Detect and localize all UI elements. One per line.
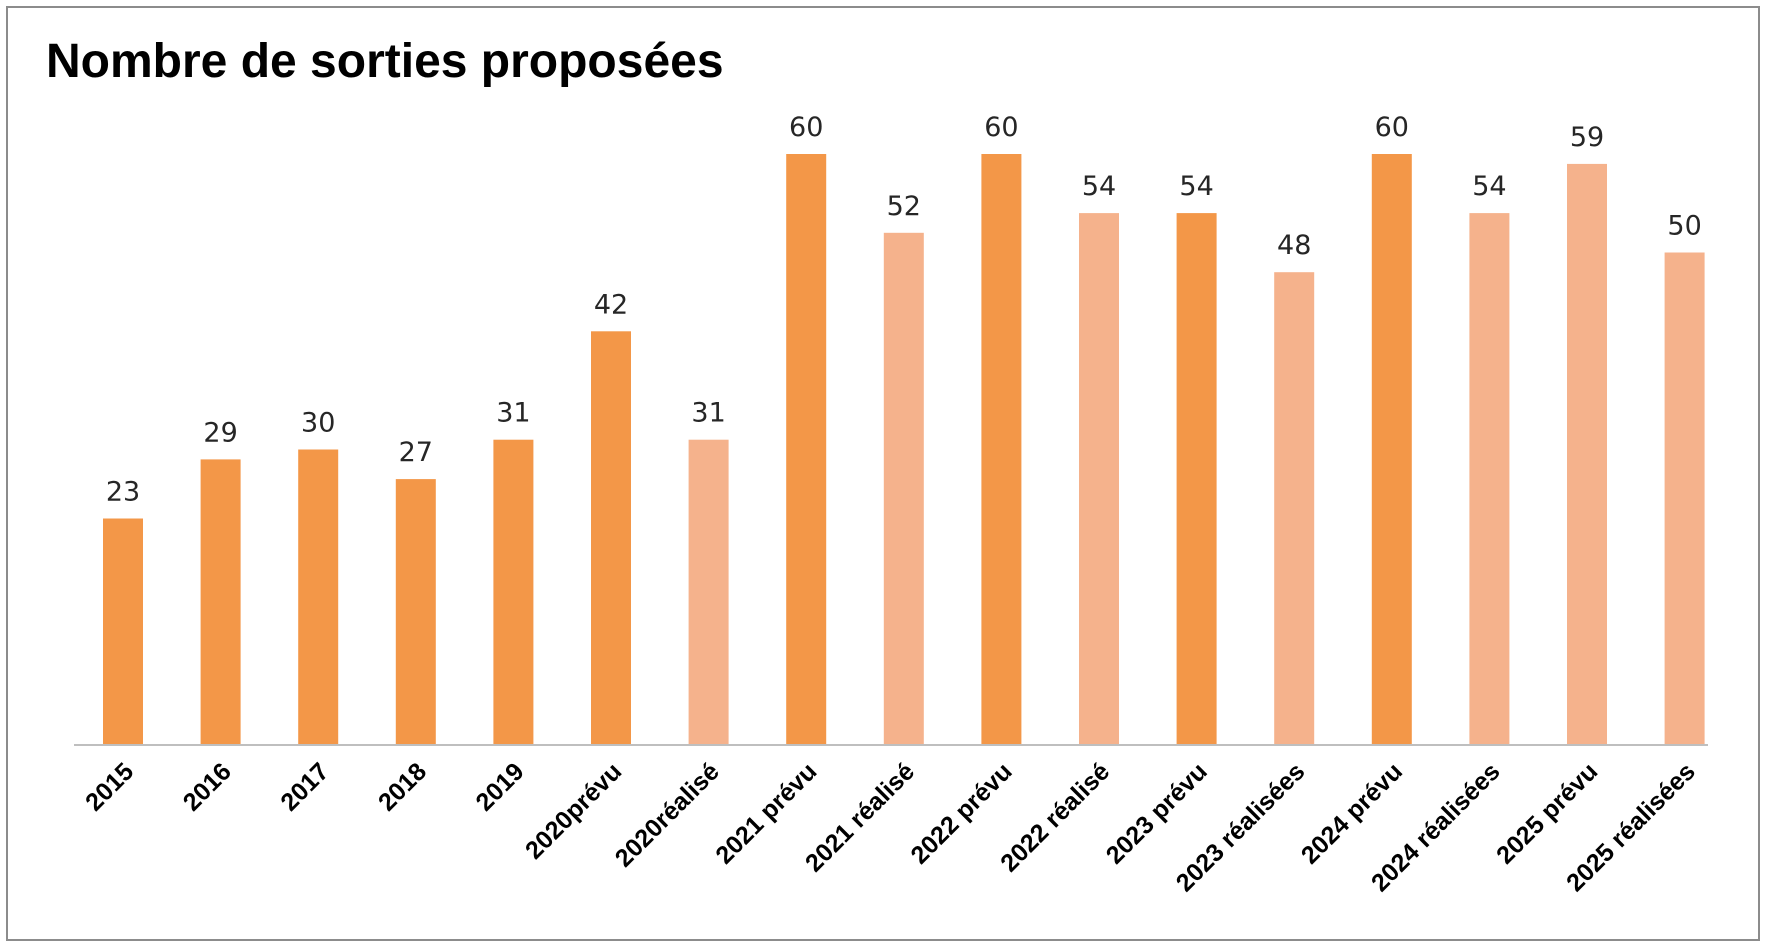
bar-2025-r-alis-es bbox=[1664, 252, 1705, 745]
bar-2022-r-alis- bbox=[1079, 213, 1119, 746]
x-tick-label-2019: 2019 bbox=[471, 757, 530, 816]
bar-2018 bbox=[395, 479, 436, 745]
value-label-2023-r-alis-es: 48 bbox=[1277, 230, 1311, 261]
value-label-2018: 27 bbox=[399, 437, 433, 468]
bar-2021-pr-vu bbox=[786, 154, 827, 745]
bar-2023-r-alis-es bbox=[1274, 272, 1315, 745]
bar-2024-r-alis-es bbox=[1469, 213, 1510, 746]
bar-2016 bbox=[200, 459, 241, 745]
x-tick-label-2015: 2015 bbox=[80, 757, 139, 816]
x-tick-label-2018: 2018 bbox=[373, 757, 432, 816]
value-label-2017: 30 bbox=[301, 408, 335, 439]
value-label-2022-pr-vu: 60 bbox=[984, 112, 1018, 143]
value-label-2024-r-alis-es: 54 bbox=[1472, 171, 1506, 202]
bar-2020r-alis- bbox=[688, 439, 729, 745]
value-label-2023-pr-vu: 54 bbox=[1179, 171, 1213, 202]
bar-2017 bbox=[298, 449, 339, 745]
bar-2023-pr-vu bbox=[1176, 213, 1217, 746]
value-label-2021-pr-vu: 60 bbox=[789, 112, 823, 143]
value-label-2020pr-vu: 42 bbox=[594, 289, 628, 320]
x-tick-label-2020r-alis-: 2020réalisé bbox=[610, 757, 725, 872]
value-label-2025-r-alis-es: 50 bbox=[1667, 211, 1701, 242]
bar-2025-pr-vu bbox=[1567, 163, 1607, 745]
bar-2019 bbox=[493, 439, 534, 745]
value-label-2019: 31 bbox=[496, 398, 530, 429]
bar-chart: Nombre de sorties proposées 23 29 30 27 31 42… bbox=[46, 35, 1708, 897]
bar-2024-pr-vu bbox=[1371, 154, 1412, 745]
x-tick-labels-group: 2015 2016 2017 2018 20192020prévu2020réalisé… bbox=[80, 757, 1701, 897]
value-labels-group: 23 29 30 27 31 42 31 60 52 60 54 54 48 60 54 59 50 bbox=[106, 112, 1702, 508]
value-label-2020r-alis-: 31 bbox=[691, 398, 725, 429]
x-tick-label-2016: 2016 bbox=[178, 757, 237, 816]
bar-2021-r-alis- bbox=[883, 232, 924, 746]
value-label-2021-r-alis-: 52 bbox=[887, 191, 921, 222]
value-label-2024-pr-vu: 60 bbox=[1375, 112, 1409, 143]
value-label-2015: 23 bbox=[106, 477, 140, 508]
bars-group bbox=[103, 154, 1705, 746]
chart-title: Nombre de sorties proposées bbox=[46, 35, 724, 88]
value-label-2025-pr-vu: 59 bbox=[1570, 122, 1604, 153]
chart-frame: Nombre de sorties proposées 23 29 30 27 31 42… bbox=[6, 6, 1760, 941]
x-tick-label-2017: 2017 bbox=[275, 757, 334, 816]
bar-2020pr-vu bbox=[591, 331, 631, 745]
bar-2015 bbox=[103, 518, 143, 745]
bar-2022-pr-vu bbox=[981, 154, 1022, 745]
x-tick-label-2020pr-vu: 2020prévu bbox=[520, 757, 627, 864]
value-label-2016: 29 bbox=[203, 417, 237, 448]
value-label-2022-r-alis-: 54 bbox=[1082, 171, 1116, 202]
